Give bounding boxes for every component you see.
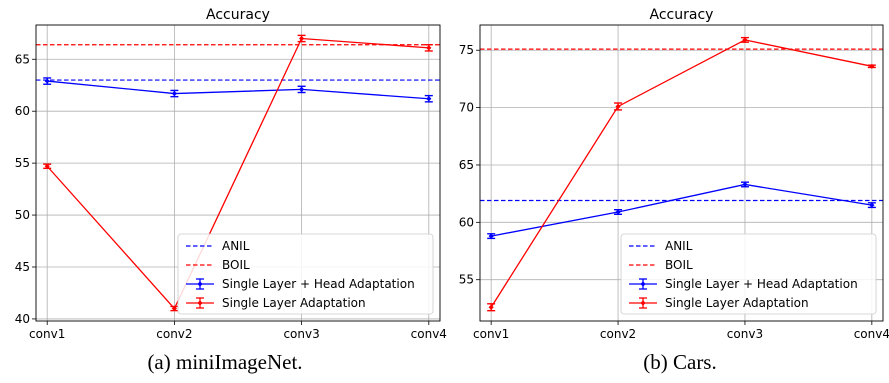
data-point <box>742 181 748 188</box>
x-tick-label: conv3 <box>283 327 319 341</box>
chart-caption: (b) Cars. <box>643 350 716 374</box>
chart-caption: (a) miniImageNet. <box>147 350 302 374</box>
y-tick-label: 70 <box>459 101 474 115</box>
legend-label: Single Layer Adaptation <box>665 296 809 310</box>
legend-swatch-marker <box>640 281 646 287</box>
legend-label: Single Layer + Head Adaptation <box>665 277 858 291</box>
series-line-1 <box>491 183 872 237</box>
data-point <box>171 90 177 97</box>
data-point <box>426 96 432 102</box>
y-tick-label: 40 <box>15 312 30 326</box>
x-tick-label: conv1 <box>473 327 509 341</box>
data-point <box>299 35 305 42</box>
y-tick-label: 75 <box>459 43 474 57</box>
y-tick-label: 65 <box>459 158 474 172</box>
data-point <box>426 45 432 51</box>
data-point <box>44 78 50 84</box>
legend-label: Single Layer + Head Adaptation <box>222 277 415 291</box>
legend-label: ANIL <box>665 239 693 253</box>
x-tick-label: conv1 <box>29 327 65 341</box>
chart-panel-2: conv1 conv2 conv3 conv4 55 60 65 70 75 Accuracy AN… <box>459 7 889 374</box>
y-tick-label: 50 <box>15 208 30 222</box>
data-point <box>869 202 875 208</box>
x-tick-label: conv3 <box>727 327 763 341</box>
legend-box <box>177 233 434 315</box>
data-point <box>869 63 875 69</box>
legend-label: BOIL <box>222 258 250 272</box>
x-tick-label: conv4 <box>854 327 889 341</box>
series-line-2 <box>46 37 429 310</box>
data-point <box>615 103 621 110</box>
data-point <box>171 305 177 312</box>
legend-label: BOIL <box>665 258 693 272</box>
data-point <box>488 233 494 239</box>
chart-title: Accuracy <box>650 7 714 23</box>
y-tick-label: 60 <box>15 104 30 118</box>
legend-label: Single Layer Adaptation <box>222 296 366 310</box>
y-tick-label: 65 <box>15 52 30 66</box>
y-tick-label: 55 <box>459 273 474 287</box>
legend-box <box>620 233 877 315</box>
legend-label: ANIL <box>222 239 250 253</box>
legend-swatch-marker <box>197 300 203 306</box>
data-point <box>615 209 621 215</box>
series-line-1 <box>47 80 429 100</box>
legend: ANIL BOIL Single Layer + Head Adaptation Si… <box>620 233 877 315</box>
legend-swatch-marker <box>197 281 203 287</box>
y-tick-label: 60 <box>459 215 474 229</box>
data-point <box>44 163 50 169</box>
chart-panel-1: conv1 conv2 conv3 conv4 40 45 50 55 60 65 Accuracy… <box>15 7 447 374</box>
x-tick-label: conv2 <box>600 327 636 341</box>
x-tick-label: conv4 <box>411 327 447 341</box>
y-tick-label: 55 <box>15 156 30 170</box>
series-line-2 <box>490 39 872 308</box>
y-tick-label: 45 <box>15 260 30 274</box>
axes-frame <box>35 24 441 322</box>
legend: ANIL BOIL Single Layer + Head Adaptation Si… <box>177 233 434 315</box>
data-point <box>742 37 748 43</box>
legend-swatch-marker <box>640 300 646 306</box>
data-point <box>299 86 305 92</box>
data-point <box>488 304 494 310</box>
axes-frame <box>479 24 884 322</box>
x-tick-label: conv2 <box>156 327 192 341</box>
chart-title: Accuracy <box>206 7 270 23</box>
